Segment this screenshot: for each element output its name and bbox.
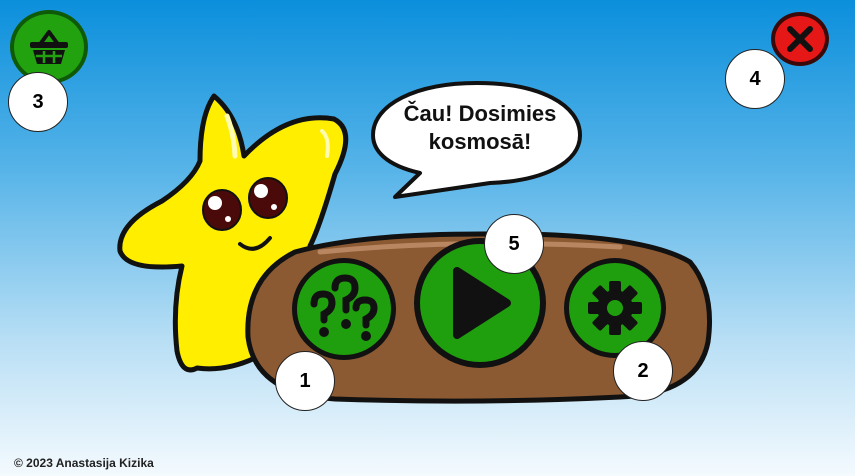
help-button[interactable] [292,258,396,360]
question-marks-icon [310,274,378,341]
callout-badge-5: 5 [484,214,544,274]
callout-badge-4: 4 [725,49,785,109]
basket-icon [30,30,68,64]
speech-bubble-text: Čau! Dosimies kosmosā! [380,100,580,156]
gear-icon [588,281,642,335]
callout-badge-3: 3 [8,72,68,132]
play-icon [453,267,511,339]
speech-bubble [371,81,582,199]
close-button[interactable] [771,12,829,66]
callout-badge-1: 1 [275,351,335,411]
shop-button[interactable] [10,10,88,84]
copyright-text: © 2023 Anastasija Kizika [14,456,154,470]
callout-badge-2: 2 [613,341,673,401]
close-icon [787,26,813,52]
speech-line-2: kosmosā! [428,129,532,154]
speech-line-1: Čau! Dosimies [403,101,557,126]
